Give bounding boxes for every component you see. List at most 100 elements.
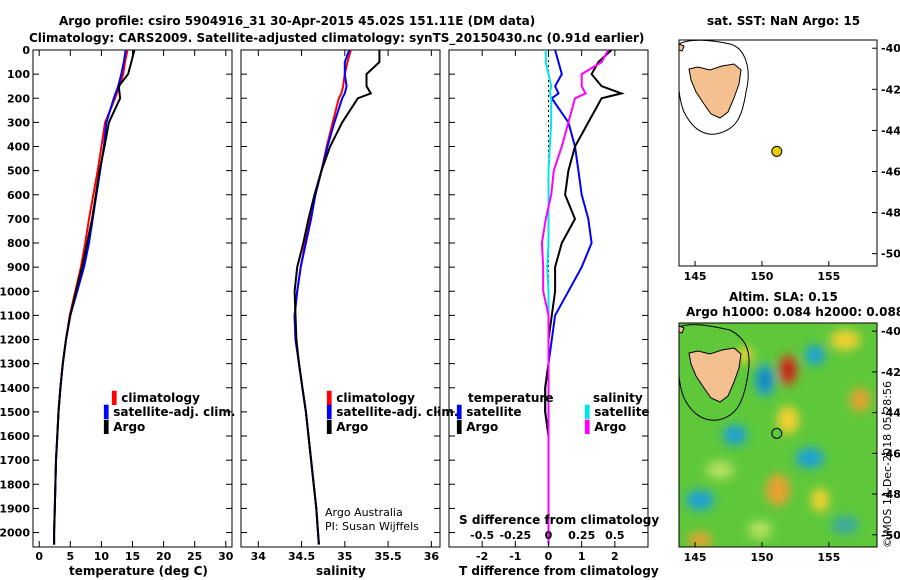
- sdiff-x-tick-label: -0.5: [470, 529, 494, 542]
- depth-tick-label: 400: [7, 141, 30, 154]
- depth-tick-label: 200: [7, 92, 30, 105]
- depth-tick-label: 900: [7, 261, 30, 274]
- depth-tick-label: 1100: [0, 309, 30, 322]
- tdiff-x-tick-label: 0: [545, 550, 553, 563]
- legend-climatology-label: climatology: [121, 391, 200, 405]
- sdiff-x-tick-label: 0.5: [605, 529, 625, 542]
- temperature-x-tick-label: 0: [35, 550, 43, 563]
- depth-tick-label: 1900: [0, 502, 30, 515]
- salinity-panel-frame: [240, 49, 441, 548]
- sla-map-axes: 145 150 155 -40 -42 -44 -46 -48 -50: [684, 325, 900, 564]
- tdiff-x-tick-label: 1: [578, 550, 586, 563]
- depth-tick-label: 1200: [0, 334, 30, 347]
- depth-tick-label: 1400: [0, 382, 30, 395]
- diff-legend-salinity-heading: salinity: [593, 391, 643, 405]
- sst-map-content: [679, 40, 749, 135]
- bathymetry-contour-top: [679, 40, 749, 135]
- map-lat-tick-label: -48: [881, 207, 900, 220]
- tdiff-x-tick-label: 2: [611, 550, 619, 563]
- salinity-series-line-0: [293, 49, 352, 545]
- tasmania-island-bottom: [688, 347, 742, 403]
- sdiff-x-tick-label: 0.25: [568, 529, 595, 542]
- sal-legend-satellite-mark: ▌: [326, 404, 336, 419]
- salinity-x-tick-label: 34: [251, 550, 267, 563]
- depth-tick-label: 1600: [0, 430, 30, 443]
- legend-climatology-mark: ▌: [111, 390, 121, 405]
- sal-legend-argo-label: Argo: [336, 420, 368, 434]
- depth-axis: 0 100 200 300 400 500 600 700 800 900 1000 1100 1200…: [0, 44, 648, 540]
- legend-satellite-mark: ▌: [103, 404, 113, 419]
- difference-legend: temperature ▌satellite ▌Argo salinity ▌s…: [456, 391, 650, 434]
- map-lat-tick-label: -44: [881, 124, 900, 137]
- temperature-x-tick-label: 20: [156, 550, 172, 563]
- sla-map-title-line1: Altim. SLA: 0.15: [729, 290, 838, 304]
- map-lat-tick-label: -46: [881, 165, 900, 178]
- diff-legend-temp-satellite-mark: ▌: [456, 404, 466, 419]
- map-lon-tick-label: 145: [684, 551, 707, 564]
- argo-float-marker-bottom: [771, 427, 783, 439]
- temperature-legend: ▌climatology ▌satellite-adj. clim. ▌Argo: [103, 390, 235, 434]
- legend-argo-label: Argo: [113, 420, 145, 434]
- map-lat-tick-label: -50: [881, 529, 900, 542]
- sla-field-anomalies: [686, 330, 870, 547]
- map-lat-tick-label: -48: [881, 488, 900, 501]
- sdiff-x-tick-label: 0: [545, 529, 553, 542]
- depth-tick-label: 1300: [0, 358, 30, 371]
- salinity-xlabel: salinity: [316, 564, 366, 578]
- depth-tick-label: 1000: [0, 285, 30, 298]
- tdiff-x-tick-label: -2: [476, 550, 488, 563]
- legend-argo-mark: ▌: [103, 419, 113, 434]
- temperature-x-tick-label: 15: [125, 550, 140, 563]
- map-lat-tick-label: -40: [881, 42, 900, 55]
- depth-tick-label: 0: [22, 44, 30, 57]
- depth-tick-label: 2000: [0, 527, 30, 540]
- map-lon-tick-label: 155: [817, 270, 840, 283]
- tdiff-x-tick-label: -1: [509, 550, 521, 563]
- sla-map-title-line2: Argo h1000: 0.084 h2000: 0.088: [686, 305, 900, 319]
- temperature-series-line-0: [53, 49, 129, 545]
- mainland-fragment-top: [679, 43, 685, 52]
- sal-legend-climatology-label: climatology: [336, 391, 415, 405]
- legend-satellite-label: satellite-adj. clim.: [113, 405, 235, 419]
- temperature-x-tick-label: 5: [66, 550, 74, 563]
- salinity-series-line-2: [293, 50, 381, 545]
- sal-legend-argo-mark: ▌: [326, 419, 336, 434]
- figure-title-line2: Climatology: CARS2009. Satellite-adjuste…: [29, 31, 644, 46]
- sal-legend-climatology-mark: ▌: [326, 390, 336, 405]
- map-lat-tick-label: -50: [881, 248, 900, 261]
- sla-map-frame: [678, 322, 878, 548]
- diff-legend-temperature-heading: temperature: [468, 391, 553, 405]
- diff-legend-temp-argo-mark: ▌: [456, 419, 466, 434]
- tdiff-xlabel: T difference from climatology: [459, 564, 659, 578]
- annotation-pi: PI: Susan Wijffels: [325, 520, 419, 533]
- diff-legend-temp-satellite-label: satellite: [466, 405, 521, 419]
- map-lon-tick-label: 145: [684, 270, 707, 283]
- map-lat-tick-label: -42: [881, 366, 900, 379]
- temperature-panel-frame: [32, 49, 233, 548]
- map-lat-tick-label: -44: [881, 407, 900, 420]
- salinity-x-tick-label: 34.5: [288, 550, 315, 563]
- depth-tick-label: 100: [7, 68, 30, 81]
- temperature-x-tick-label: 10: [94, 550, 110, 563]
- map-lat-tick-label: -40: [881, 325, 900, 338]
- diff-legend-sal-argo-mark: ▌: [584, 419, 594, 434]
- sst-map-title: sat. SST: NaN Argo: 15: [707, 14, 860, 28]
- depth-tick-label: 1800: [0, 478, 30, 491]
- depth-tick-label: 700: [7, 213, 30, 226]
- salinity-x-tick-label: 35: [337, 550, 352, 563]
- legend-satellite: ▌satellite-adj. clim.: [103, 404, 235, 419]
- difference-series-line-1: [544, 49, 625, 545]
- salinity-x-tick-label: 36: [424, 550, 440, 563]
- depth-tick-label: 1700: [0, 454, 30, 467]
- figure-title-line1: Argo profile: csiro 5904916_31 30-Apr-20…: [59, 14, 535, 29]
- salinity-x-tick-label: 35.5: [375, 550, 402, 563]
- difference-profile-chart: -2 -1 0 1 2 -0.5 -0.25 0 0.25 0.5: [470, 49, 625, 563]
- diff-legend-temp-satellite: ▌satellite: [456, 404, 522, 419]
- diff-legend-temp-argo-label: Argo: [466, 420, 498, 434]
- depth-tick-label: 1500: [0, 406, 30, 419]
- diff-legend-sal-argo-label: Argo: [594, 420, 626, 434]
- map-lon-tick-label: 155: [817, 551, 840, 564]
- sdiff-xlabel: S difference from climatology: [459, 513, 659, 527]
- mainland-fragment-bottom: [679, 325, 685, 334]
